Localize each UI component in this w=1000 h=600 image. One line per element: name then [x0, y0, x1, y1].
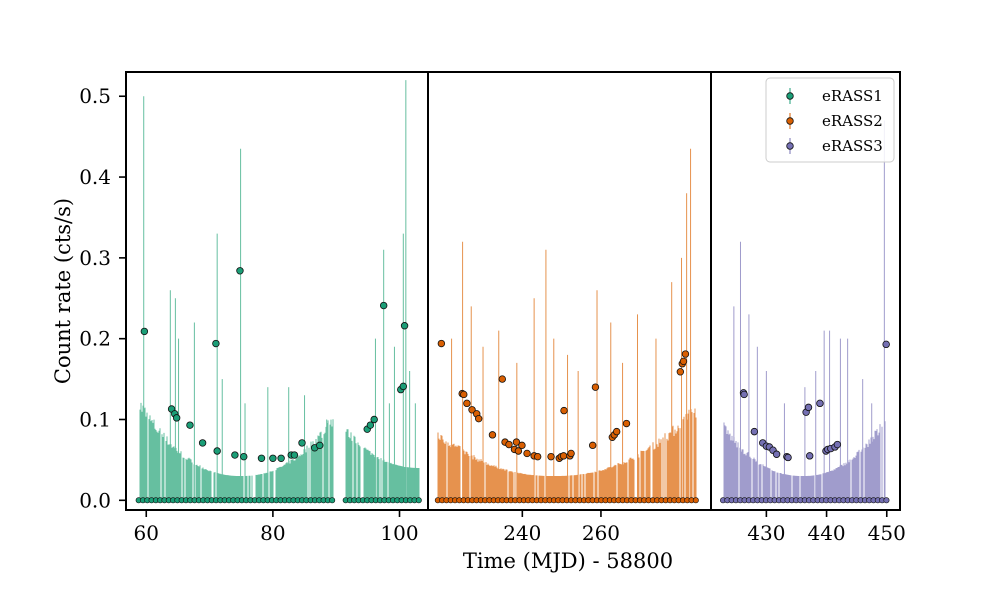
data-point [514, 447, 523, 455]
data-point [533, 452, 542, 461]
data-point [172, 414, 181, 422]
zero-point [692, 497, 699, 504]
x-tick-label: 430 [747, 521, 785, 545]
y-tick-label: 0.4 [79, 165, 111, 189]
x-tick-label: 60 [134, 521, 159, 545]
legend: eRASS1 eRASS2 eRASS3 [765, 77, 895, 163]
data-point [186, 421, 194, 429]
data-point [750, 427, 759, 436]
legend-label: eRASS2 [822, 112, 883, 130]
data-point [505, 440, 513, 449]
data-point [213, 447, 221, 455]
data-point [316, 441, 324, 450]
data-point [591, 383, 600, 391]
x-axis-label: Time (MJD) - 58800 [463, 549, 673, 573]
data-point [468, 406, 476, 414]
legend-marker [786, 117, 794, 125]
data-point [676, 368, 685, 376]
data-point [437, 339, 446, 348]
x-tick-label: 100 [380, 521, 418, 545]
x-tick-label: 260 [582, 521, 620, 545]
data-point [681, 350, 690, 358]
data-point [518, 441, 526, 450]
data-point [277, 454, 285, 462]
data-point [833, 440, 842, 449]
data-point [784, 453, 792, 462]
data-point [140, 327, 149, 336]
data-point [475, 414, 483, 423]
data-point [559, 452, 568, 460]
data-point [366, 421, 375, 429]
data-point [806, 452, 814, 460]
y-tick-label: 0.0 [79, 488, 111, 512]
series-eRASS3 [720, 120, 890, 504]
zero-point [329, 497, 336, 504]
data-point [679, 357, 688, 366]
data-point [269, 454, 277, 462]
data-point [400, 322, 409, 330]
data-point [772, 450, 781, 458]
y-tick-label: 0.2 [79, 327, 111, 351]
data-point [198, 439, 207, 447]
legend-box [765, 77, 895, 163]
data-point [399, 382, 408, 391]
panel-frame [710, 71, 901, 511]
data-point [622, 419, 631, 428]
x-tick-label: 240 [503, 521, 541, 545]
zero-point [415, 497, 422, 504]
data-point [290, 451, 299, 459]
data-point [512, 438, 521, 446]
data-point [231, 451, 239, 459]
zero-point [883, 497, 890, 504]
y-tick-label: 0.3 [79, 246, 111, 270]
series-eRASS2 [434, 148, 699, 504]
legend-marker [786, 92, 794, 100]
data-point [212, 339, 220, 348]
legend-label: eRASS3 [822, 137, 883, 155]
data-point [488, 431, 497, 439]
data-point [560, 406, 568, 415]
data-point [298, 439, 306, 447]
data-point [588, 441, 597, 450]
legend-marker [786, 142, 794, 150]
data-point [460, 390, 468, 399]
data-point [804, 403, 813, 412]
x-tick-label: 450 [868, 521, 906, 545]
data-point [523, 449, 531, 458]
data-point [257, 454, 266, 462]
series-eRASS1 [135, 80, 422, 504]
data-point [816, 399, 824, 408]
data-point [370, 415, 378, 424]
x-tick-label: 80 [260, 521, 285, 545]
axes-layer: 60 80 100 240 260 430 440 450 0.0 0.1 0.2 0.3 0.4 0.5 [79, 71, 906, 545]
y-axis-label: Count rate (cts/s) [51, 198, 75, 384]
y-tick-label: 0.5 [79, 84, 111, 108]
data-point [882, 340, 890, 349]
data-point [547, 452, 555, 461]
y-tick-label: 0.1 [79, 407, 111, 431]
data-point [498, 375, 506, 383]
plot-layer [135, 80, 890, 504]
data-point [612, 427, 621, 436]
data-point [740, 390, 748, 399]
data-point [236, 267, 244, 275]
data-point [567, 449, 575, 458]
data-point [463, 399, 471, 408]
x-tick-label: 440 [807, 521, 845, 545]
data-point [379, 301, 388, 310]
data-point [240, 452, 248, 461]
legend-label: eRASS1 [822, 87, 883, 105]
